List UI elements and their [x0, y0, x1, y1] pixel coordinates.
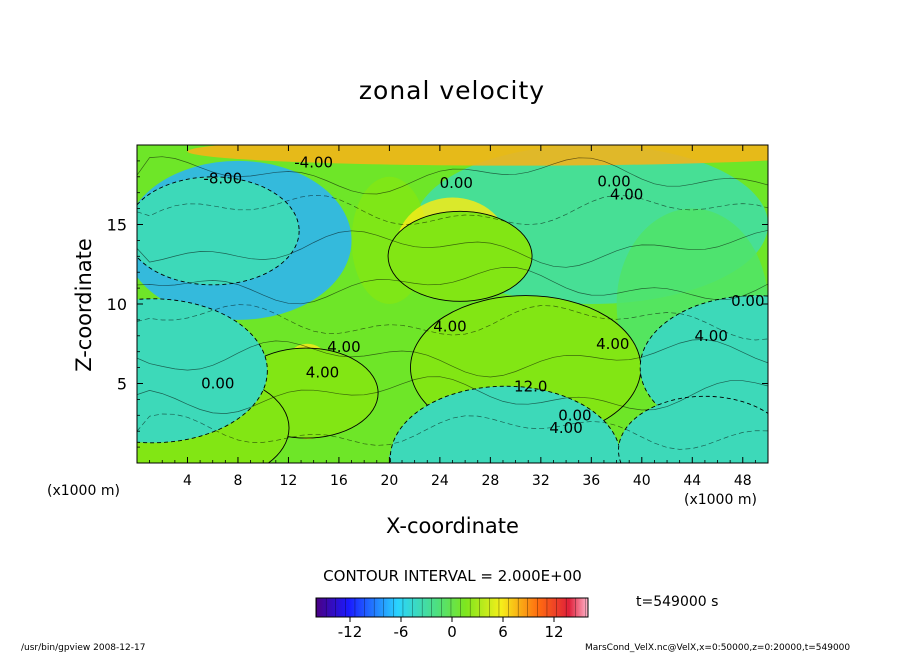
x-tick-label: 44 — [683, 473, 701, 489]
feature-contour — [387, 210, 533, 302]
feature-min — [618, 395, 768, 463]
contour-label: 4.00 — [596, 335, 629, 353]
contour-label: -4.00 — [294, 153, 333, 171]
feature-max — [233, 347, 379, 439]
chart-title: zonal velocity — [358, 76, 546, 105]
x-tick-label: 24 — [431, 473, 449, 489]
feature-max — [387, 210, 533, 302]
feature-min — [137, 298, 268, 444]
contour-label: 0.00 — [440, 174, 473, 192]
contour-interval-label: CONTOUR INTERVAL = 2.000E+00 — [323, 567, 582, 585]
feature-contour — [137, 298, 268, 444]
colorbar-tick-label: 6 — [498, 623, 508, 641]
y-tick-label: 15 — [107, 216, 127, 235]
x-unit-label-left: (x1000 m) — [47, 483, 120, 499]
contour-label: 4.00 — [610, 185, 643, 203]
contour-line — [137, 229, 768, 268]
y-tick-label: 5 — [117, 375, 127, 394]
colorbar-tick-label: -12 — [338, 623, 363, 641]
contour-labels: -4.00-8.00 0.00 0.004.004.000.004.004.000.… — [201, 153, 764, 437]
footer-file-info: MarsCond_VelX.nc@VelX,x=0:50000,z=0:2000… — [585, 643, 851, 653]
contour-line — [137, 413, 768, 450]
y-tick-label: 10 — [107, 295, 127, 314]
contour-label: 4.00 — [306, 363, 339, 381]
contour-label: 12.0 — [514, 378, 547, 396]
contour-label: 4.00 — [327, 338, 360, 356]
x-tick-label: 16 — [330, 473, 348, 489]
colorbar-tick-label: 12 — [544, 623, 563, 641]
contour-line — [137, 304, 768, 341]
x-tick-label: 12 — [280, 473, 298, 489]
contour-label: 4.00 — [695, 327, 728, 345]
x-tick-label: 48 — [734, 473, 752, 489]
contour-label: 0.00 — [597, 173, 630, 191]
contour-line — [137, 339, 768, 378]
contour-line — [137, 376, 768, 414]
colorbar-tick-label: 0 — [447, 623, 457, 641]
contour-line — [137, 194, 768, 226]
contour-lines — [137, 156, 768, 450]
x-tick-label: 36 — [582, 473, 600, 489]
colorbar: -12 -6 0 6 12 — [315, 597, 589, 641]
x-tick-label: 32 — [532, 473, 550, 489]
contour-line — [137, 156, 768, 195]
contour-label: 4.00 — [549, 419, 582, 437]
feature-min — [389, 385, 622, 463]
heatmap-field — [137, 145, 768, 463]
feature-contour — [618, 395, 768, 463]
y-axis-label: Z-coordinate — [72, 238, 96, 372]
contour-line — [137, 266, 768, 305]
field-region — [187, 145, 768, 166]
feature-contour — [137, 176, 300, 286]
x-tick-label: 28 — [481, 473, 499, 489]
x-axis-label: X-coordinate — [386, 514, 519, 538]
x-tick-label: 20 — [380, 473, 398, 489]
feature-min — [137, 176, 300, 286]
time-label: t=549000 s — [636, 594, 719, 610]
x-tick-label: 8 — [233, 473, 242, 489]
colorbar-tick-label: -6 — [394, 623, 409, 641]
x-tick-label: 40 — [633, 473, 651, 489]
x-tick-label: 4 — [183, 473, 192, 489]
contour-label: 0.00 — [731, 292, 764, 310]
contour-label: -8.00 — [203, 169, 242, 187]
contour-label: 4.00 — [433, 317, 466, 335]
contour-label: 0.00 — [201, 375, 234, 393]
contour-label: 0.00 — [558, 406, 591, 424]
x-unit-label-right: (x1000 m) — [684, 492, 757, 508]
footer-program-date: /usr/bin/gpview 2008-12-17 — [21, 643, 146, 653]
